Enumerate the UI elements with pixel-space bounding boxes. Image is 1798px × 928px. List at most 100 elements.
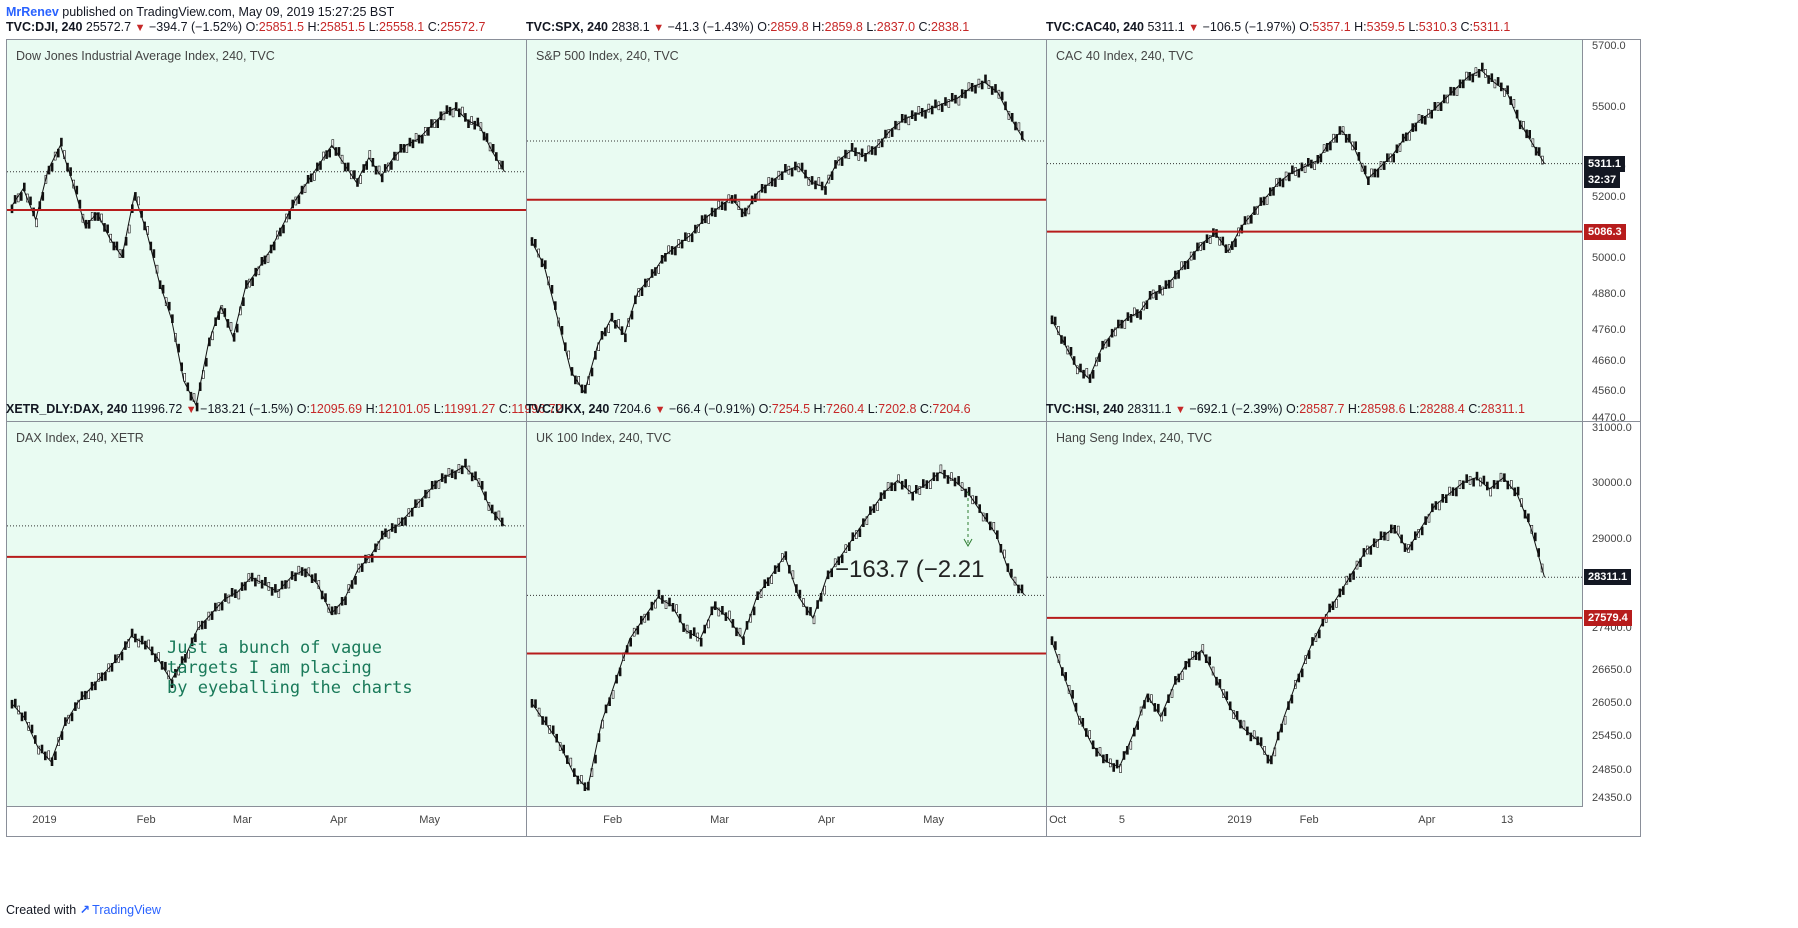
candle (1300, 162, 1304, 172)
price-chart (1047, 62, 1582, 383)
candle (137, 196, 140, 206)
symbol-label[interactable]: XETR_DLY:DAX, 240 (6, 402, 128, 416)
candle (944, 97, 947, 106)
candle (1369, 546, 1373, 555)
candle (717, 200, 720, 210)
down-triangle-icon: ▼ (1175, 404, 1186, 416)
symbol-label[interactable]: TVC:HSI, 240 (1046, 402, 1124, 416)
author-link[interactable]: MrRenev (6, 5, 59, 19)
high-value: 12101.05 (378, 402, 431, 416)
time-axis[interactable]: 2019 Feb Mar Apr May (7, 807, 542, 835)
low-value: 5310.3 (1418, 20, 1458, 34)
last-price: 2838.1 (611, 20, 650, 34)
candle (1240, 224, 1244, 234)
candle (50, 162, 54, 172)
ohlc-header: TVC:UKX, 240 7204.6 ▼ −66.4 (−0.91%) O:7… (526, 402, 971, 416)
candle (470, 116, 473, 125)
candle (127, 224, 131, 234)
candle (1075, 365, 1079, 375)
change-value: −183.21 (−1.5%) (200, 402, 294, 416)
candle (759, 589, 763, 598)
down-triangle-icon: ▼ (1188, 22, 1200, 34)
candle (807, 177, 811, 186)
candle (1496, 480, 1499, 490)
candle (187, 649, 190, 659)
time-tick-label: 2019 (1227, 814, 1252, 826)
plot-area[interactable]: DAX Index, 240, XETR Just a bunch of vag… (7, 422, 543, 807)
candle (1487, 75, 1490, 84)
close-value: 5311.1 (1473, 20, 1511, 34)
candle (967, 82, 971, 92)
candle (810, 176, 814, 185)
price-tick-label: 29000.0 (1592, 532, 1632, 545)
candle (897, 474, 900, 484)
time-tick-label: Apr (1418, 814, 1436, 826)
plot-area[interactable]: Dow Jones Industrial Average Index, 240,… (7, 40, 543, 425)
candle (876, 502, 879, 511)
candle (399, 144, 403, 153)
candle (397, 517, 401, 527)
candle (1297, 168, 1301, 178)
candle (1158, 285, 1161, 294)
candle (680, 239, 684, 249)
price-tick-label: 24350.0 (1592, 791, 1632, 804)
candle (390, 523, 394, 532)
plot-area[interactable]: CAC 40 Index, 240, TVC (1047, 40, 1583, 425)
chart-panel-dji[interactable]: TVC:DJI, 240 25572.7 ▼ −394.7 (−1.52%) O… (6, 18, 601, 455)
time-tick-label: May (923, 814, 944, 826)
price-axis[interactable]: 5700.05500.05300.05200.05000.04880.04760… (1583, 40, 1640, 424)
candle (950, 472, 953, 482)
time-axis[interactable]: Oct 5 2019 Feb Apr 13 (1047, 807, 1582, 835)
tradingview-link[interactable]: TradingView (92, 903, 161, 917)
candle (610, 312, 614, 322)
time-axis[interactable]: Feb Mar Apr May (527, 807, 1062, 835)
price-axis[interactable]: 31000.0 30000.0 29000.0 27400.0 26650.0 26050… (1583, 422, 1640, 806)
time-tick-label: 2019 (32, 814, 57, 826)
candle (183, 373, 186, 382)
candle (1053, 316, 1057, 326)
low-value: 25558.1 (379, 20, 425, 34)
chart-panel-hsi[interactable]: TVC:HSI, 240 28311.1 ▼ −692.1 (−2.39%) O… (1046, 400, 1641, 837)
chart-panel-ukx[interactable]: TVC:UKX, 240 7204.6 ▼ −66.4 (−0.91%) O:7… (526, 400, 1121, 837)
candle (444, 474, 447, 484)
candle (936, 472, 939, 482)
symbol-label[interactable]: TVC:DJI, 240 (6, 20, 83, 34)
candle (260, 579, 264, 589)
candle (94, 681, 97, 691)
candle (1499, 472, 1503, 482)
candle (857, 152, 861, 161)
plot-area[interactable]: Hang Seng Index, 240, TVC (1047, 422, 1583, 807)
candle (152, 249, 156, 258)
chart-panel-cac40[interactable]: TVC:CAC40, 240 5311.1 ▼ −106.5 (−1.97%) … (1046, 18, 1641, 455)
candle (1123, 320, 1127, 329)
candle (1020, 584, 1024, 594)
candle (1252, 730, 1256, 740)
candle (37, 745, 41, 755)
text-annotation[interactable]: Just a bunch of vague targets I am placi… (167, 638, 413, 698)
candle (364, 554, 367, 564)
chart-panel-spx[interactable]: TVC:SPX, 240 2838.1 ▼ −41.3 (−1.43%) O:2… (526, 18, 1121, 455)
symbol-label[interactable]: TVC:CAC40, 240 (1046, 20, 1144, 34)
symbol-label[interactable]: TVC:UKX, 240 (526, 402, 610, 416)
chart-panel-dax[interactable]: XETR_DLY:DAX, 240 11996.72 ▼ −183.21 (−1… (6, 400, 601, 837)
candle (359, 175, 362, 184)
time-tick-label: Mar (232, 814, 252, 826)
plot-area[interactable]: UK 100 Index, 240, TVC −163.7 (−2.21 (527, 422, 1063, 807)
candle (977, 78, 981, 88)
candle (270, 587, 274, 596)
candle (1398, 143, 1402, 152)
candle (1234, 238, 1237, 248)
candle (447, 467, 451, 477)
candle (1164, 280, 1168, 289)
tradingview-logo-icon[interactable]: ↗ (79, 903, 91, 917)
candle (1098, 747, 1102, 756)
last-price: 28311.1 (1127, 402, 1172, 416)
candle (1196, 242, 1199, 252)
candle (752, 606, 756, 616)
open-value: 12095.69 (309, 402, 363, 416)
down-triangle-icon: ▼ (654, 404, 666, 416)
symbol-label[interactable]: TVC:SPX, 240 (526, 20, 608, 34)
plot-area[interactable]: S&P 500 Index, 240, TVC (527, 40, 1063, 425)
candle (1503, 87, 1506, 97)
candle (114, 654, 117, 664)
